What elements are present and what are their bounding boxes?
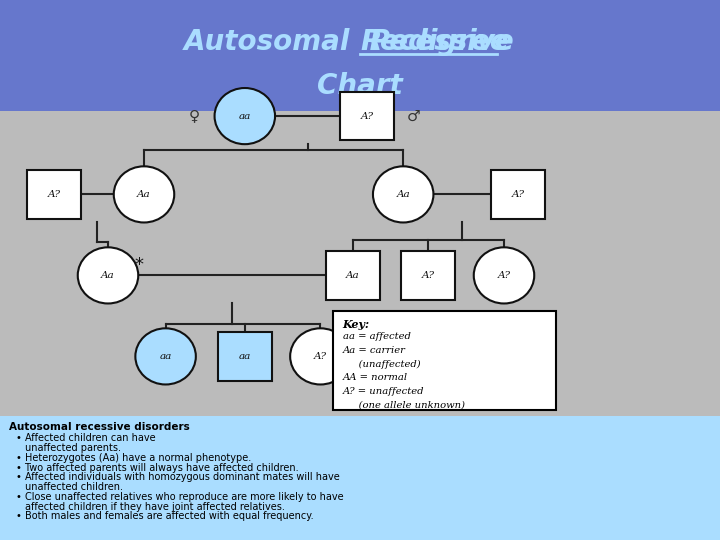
Text: Aa: Aa xyxy=(346,271,359,280)
Text: A?: A? xyxy=(314,352,327,361)
Text: affected children if they have joint affected relatives.: affected children if they have joint aff… xyxy=(25,502,285,511)
Text: aa = affected: aa = affected xyxy=(343,332,410,341)
Text: A?: A? xyxy=(422,271,435,280)
Ellipse shape xyxy=(78,247,138,303)
Text: ♂: ♂ xyxy=(408,109,420,124)
Text: Autosomal recessive disorders: Autosomal recessive disorders xyxy=(9,422,189,431)
Text: unaffected children.: unaffected children. xyxy=(25,482,123,492)
Bar xyxy=(0,0,720,111)
Ellipse shape xyxy=(474,247,534,303)
Text: Aa: Aa xyxy=(102,271,114,280)
Text: unaffected parents.: unaffected parents. xyxy=(25,443,121,453)
Text: Key:: Key: xyxy=(343,319,370,329)
Text: aa: aa xyxy=(159,352,172,361)
Text: *: * xyxy=(135,255,143,274)
Text: ♀: ♀ xyxy=(189,109,200,124)
Text: • Both males and females are affected with equal frequency.: • Both males and females are affected wi… xyxy=(16,511,313,521)
Bar xyxy=(333,310,556,410)
Text: (unaffected): (unaffected) xyxy=(343,360,420,369)
Text: • Affected individuals with homozygous dominant mates will have: • Affected individuals with homozygous d… xyxy=(16,472,340,482)
Ellipse shape xyxy=(135,328,196,384)
Ellipse shape xyxy=(290,328,351,384)
Text: A?: A? xyxy=(361,112,374,120)
Bar xyxy=(218,332,272,381)
Bar xyxy=(27,170,81,219)
Text: A?: A? xyxy=(512,190,525,199)
Bar xyxy=(402,251,455,300)
Text: Aa: Aa xyxy=(138,190,150,199)
Bar xyxy=(0,416,720,540)
Text: A? = unaffected: A? = unaffected xyxy=(343,387,424,396)
Text: Chart: Chart xyxy=(317,72,403,100)
Text: • Affected children can have: • Affected children can have xyxy=(16,434,156,443)
Text: A?: A? xyxy=(48,190,60,199)
Bar xyxy=(0,111,720,416)
Text: Autosomal: Autosomal xyxy=(184,28,360,56)
Text: aa: aa xyxy=(238,112,251,120)
Text: • Close unaffected relatives who reproduce are more likely to have: • Close unaffected relatives who reprodu… xyxy=(16,492,343,502)
Text: Pedigree: Pedigree xyxy=(360,28,509,56)
Text: (one allele unknown): (one allele unknown) xyxy=(343,401,464,410)
Text: Recessive: Recessive xyxy=(360,28,514,56)
Bar xyxy=(341,92,395,140)
Ellipse shape xyxy=(215,88,275,144)
Ellipse shape xyxy=(373,166,433,222)
Bar xyxy=(491,170,546,219)
Text: AA = normal: AA = normal xyxy=(343,373,408,382)
Text: Aa = carrier: Aa = carrier xyxy=(343,346,405,355)
Text: aa: aa xyxy=(238,352,251,361)
Text: • Heterozygotes (Aa) have a normal phenotype.: • Heterozygotes (Aa) have a normal pheno… xyxy=(16,453,251,463)
Bar xyxy=(325,251,380,300)
Text: A?: A? xyxy=(498,271,510,280)
Text: • Two affected parents will always have affected children.: • Two affected parents will always have … xyxy=(16,463,299,472)
Ellipse shape xyxy=(114,166,174,222)
Text: Aa: Aa xyxy=(397,190,410,199)
